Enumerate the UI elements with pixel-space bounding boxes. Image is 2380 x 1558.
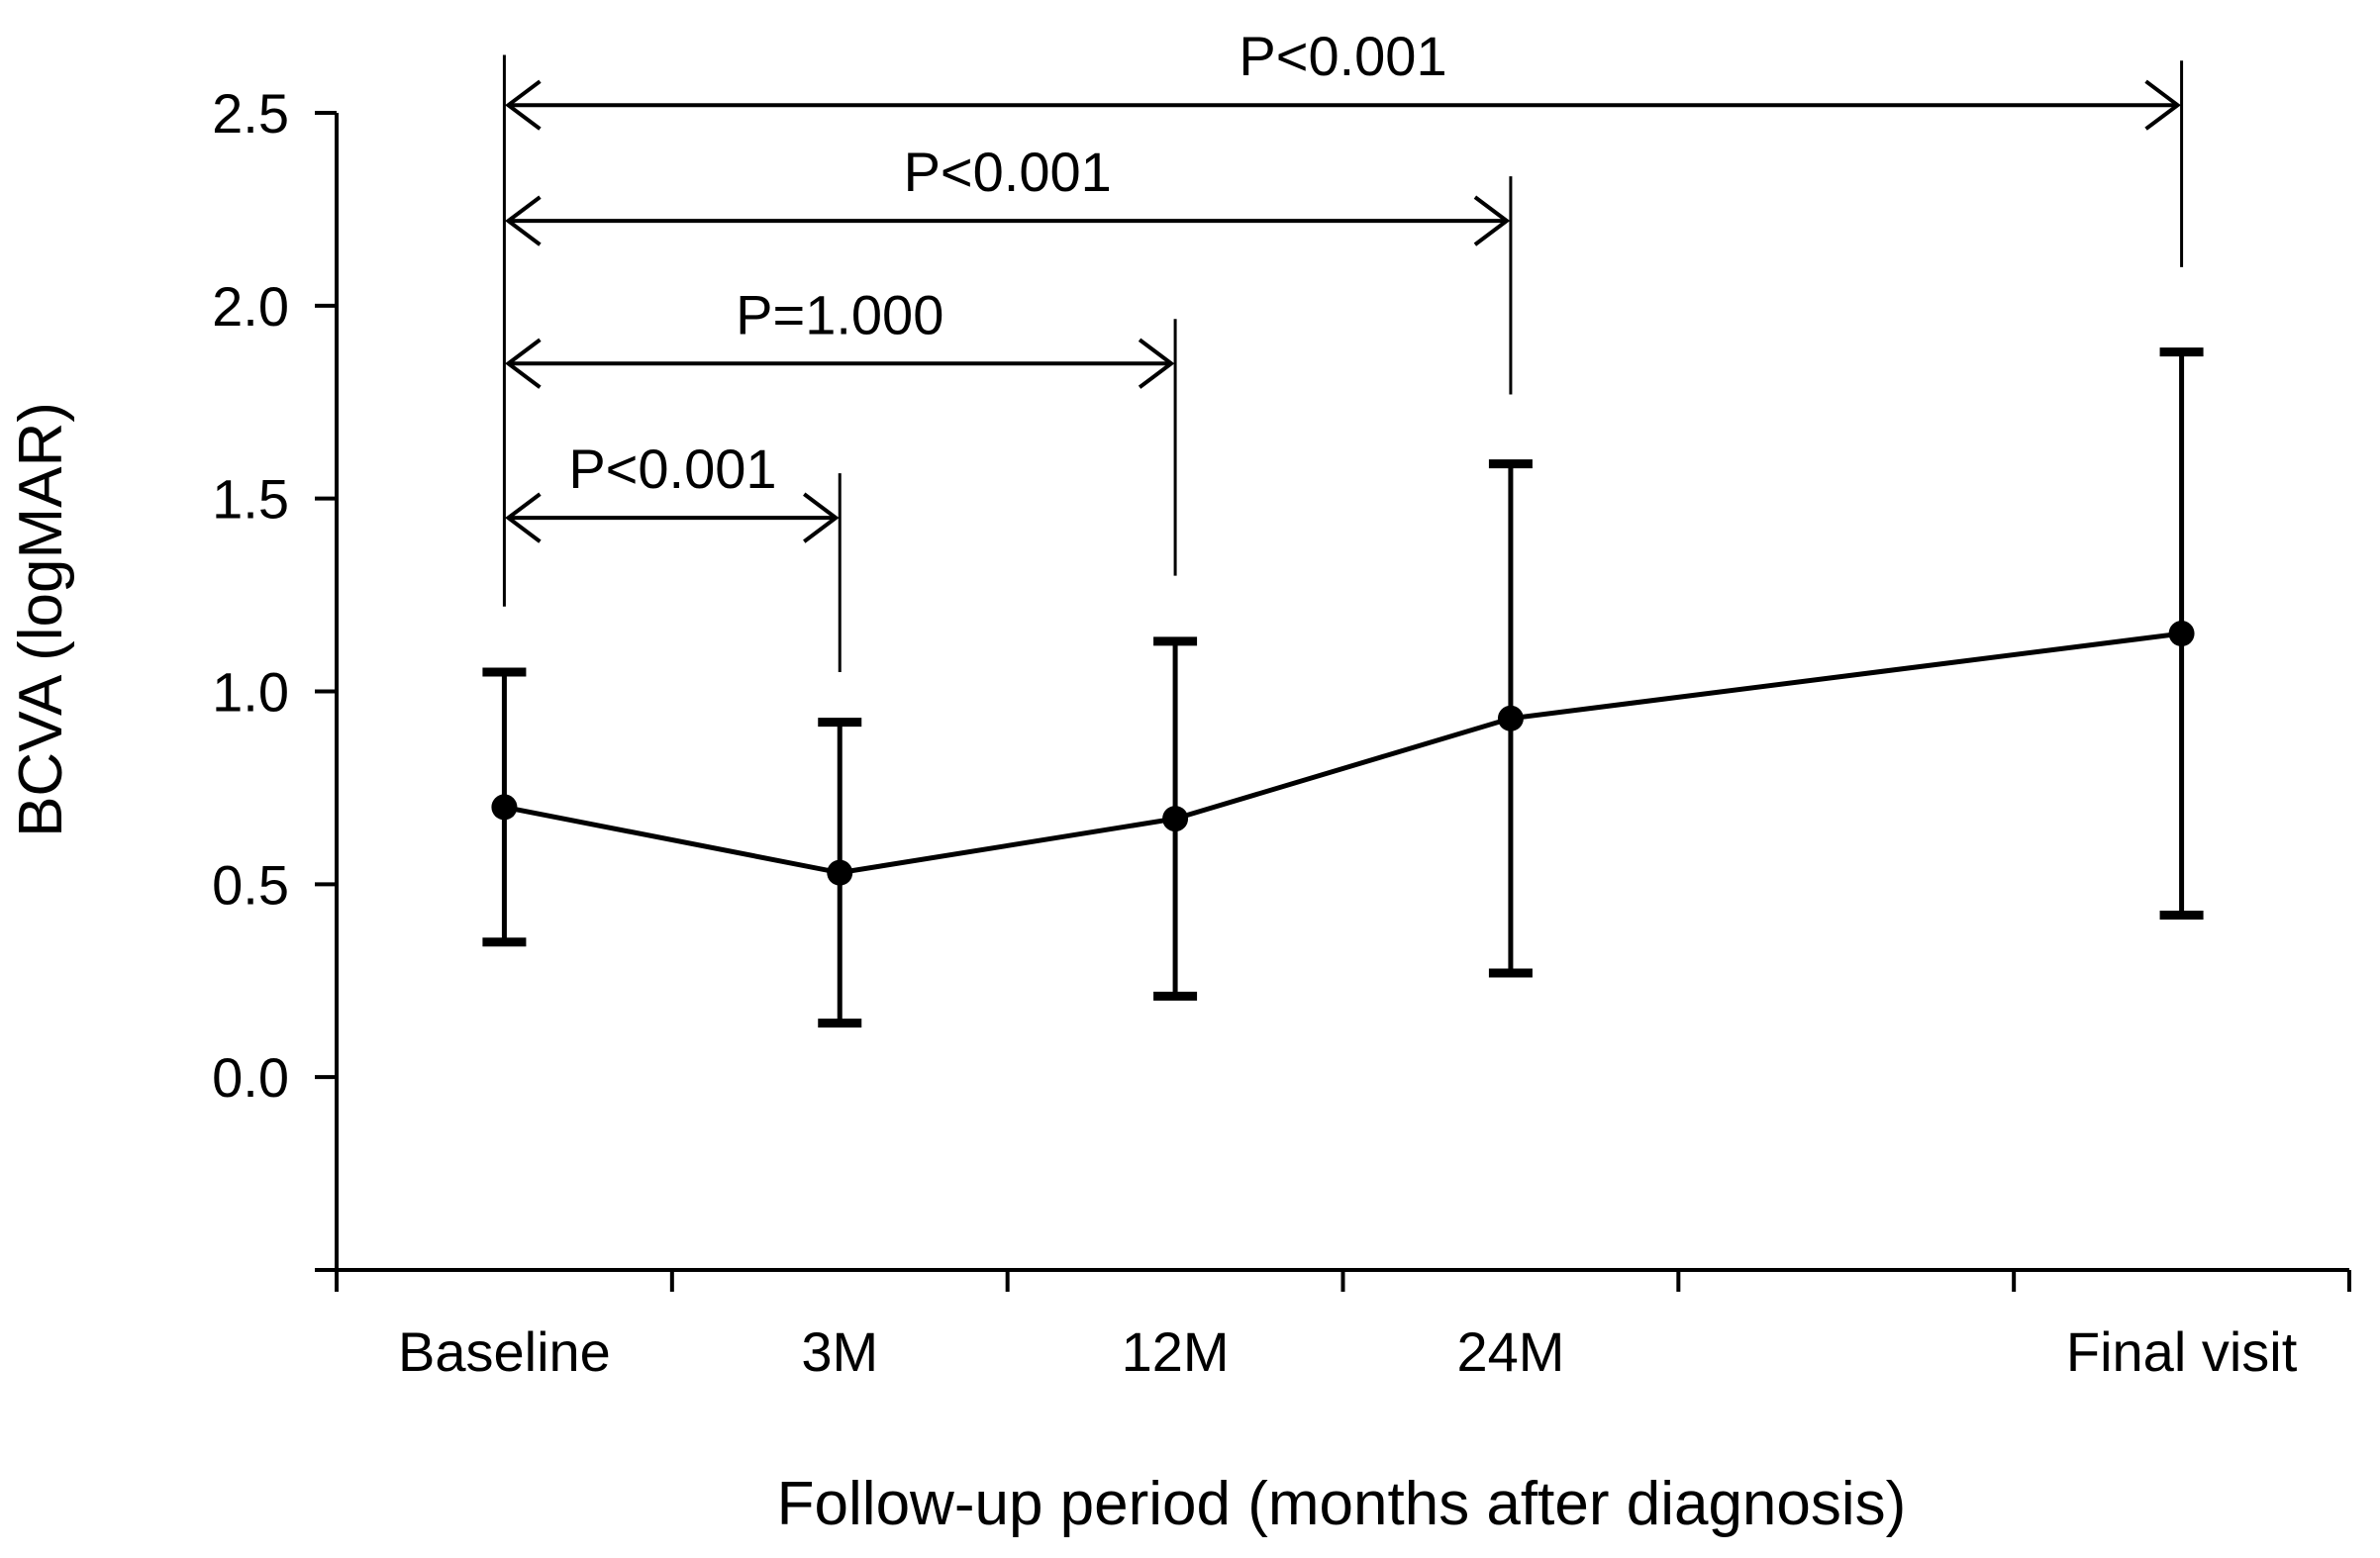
p-value-label: P<0.001	[1239, 25, 1446, 87]
axes: 0.0 0.5 1.0 1.5 2.0 2.5 Baseline 3M 12M 24M Final …	[212, 82, 2351, 1383]
arrow-head-left-0	[505, 492, 542, 543]
x-axis-title: Follow-up period (months after diagnosis…	[777, 1470, 1907, 1538]
p-value-label: P<0.001	[904, 141, 1112, 203]
data-point	[1497, 705, 1524, 731]
data-point	[491, 794, 518, 821]
x-tick-label: Baseline	[398, 1320, 611, 1383]
arrow-head-left-1	[505, 338, 542, 389]
y-tick-label: 0.5	[212, 853, 289, 916]
arrow-head-left-3	[505, 79, 542, 131]
significance-annotations: P<0.001 P=1.000 P<0.001 P<0.001	[502, 25, 2184, 673]
arrow-head-right-0	[803, 492, 840, 543]
y-tick-label: 2.5	[212, 82, 289, 145]
y-axis-title: BCVA (logMAR)	[7, 402, 75, 837]
series-line	[503, 631, 2182, 876]
arrow-head-right-2	[1473, 195, 1511, 246]
data-point	[1162, 806, 1189, 832]
x-tick-label: Final visit	[2066, 1320, 2298, 1383]
y-tick-label: 2.0	[212, 275, 289, 338]
arrow-head-left-2	[505, 195, 542, 246]
y-tick-label: 1.0	[212, 661, 289, 724]
p-value-label: P<0.001	[568, 438, 776, 500]
y-tick-label: 0.0	[212, 1046, 289, 1109]
data-point	[827, 859, 853, 886]
y-tick-label: 1.5	[212, 468, 289, 531]
p-value-label: P=1.000	[736, 283, 943, 345]
arrow-head-right-1	[1138, 338, 1175, 389]
arrow-head-right-3	[2144, 79, 2181, 131]
data-series	[482, 347, 2204, 1028]
data-point	[2168, 621, 2195, 647]
x-tick-label: 12M	[1122, 1320, 1230, 1383]
x-tick-label: 24M	[1456, 1320, 1564, 1383]
x-tick-label: 3M	[801, 1320, 878, 1383]
